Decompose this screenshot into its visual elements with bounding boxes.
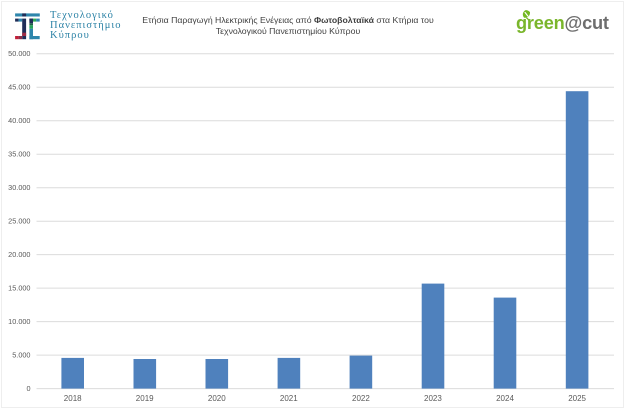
svg-text:20.000: 20.000 [8, 250, 30, 259]
svg-text:40.000: 40.000 [8, 116, 30, 125]
svg-text:0: 0 [26, 384, 30, 393]
svg-text:30.000: 30.000 [8, 183, 30, 192]
svg-text:2022: 2022 [352, 394, 370, 403]
svg-text:2024: 2024 [496, 394, 514, 403]
svg-text:2020: 2020 [208, 394, 226, 403]
svg-text:25.000: 25.000 [8, 217, 30, 226]
svg-text:10.000: 10.000 [8, 317, 30, 326]
svg-text:50.000: 50.000 [8, 49, 30, 58]
svg-text:2021: 2021 [280, 394, 298, 403]
svg-text:2018: 2018 [64, 394, 82, 403]
svg-text:35.000: 35.000 [8, 150, 30, 159]
svg-text:2025: 2025 [568, 394, 586, 403]
svg-text:2023: 2023 [424, 394, 442, 403]
svg-text:15.000: 15.000 [8, 284, 30, 293]
svg-text:2019: 2019 [136, 394, 154, 403]
svg-text:45.000: 45.000 [8, 83, 30, 92]
svg-text:5.000: 5.000 [12, 351, 30, 360]
